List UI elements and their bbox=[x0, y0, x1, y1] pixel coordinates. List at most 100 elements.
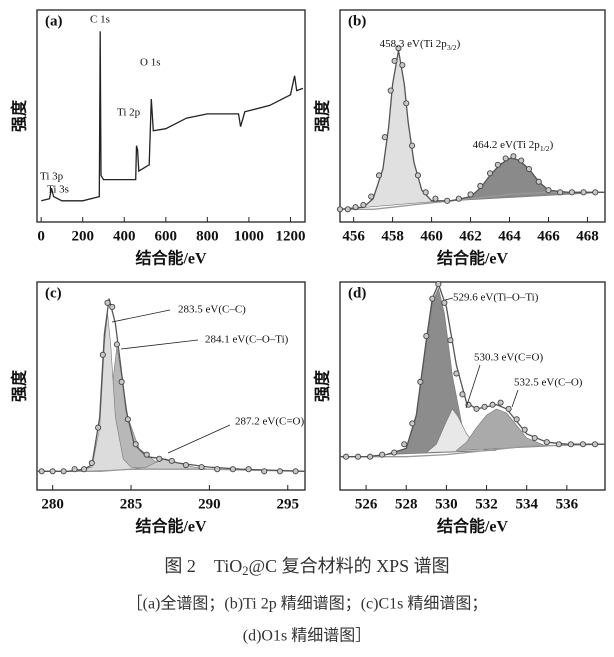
data-point bbox=[568, 189, 575, 196]
x-tick-label: 532 bbox=[475, 496, 498, 512]
x-tick-label: 400 bbox=[113, 228, 136, 244]
x-tick-label: 280 bbox=[41, 496, 64, 512]
data-point bbox=[545, 187, 552, 194]
data-point bbox=[477, 182, 484, 190]
data-point bbox=[497, 399, 504, 406]
data-point bbox=[80, 466, 88, 473]
data-point bbox=[71, 466, 78, 473]
component-area bbox=[76, 313, 147, 472]
spectrum-line bbox=[37, 298, 306, 472]
caption-line: ［(a)全谱图；(b)Ti 2p 精细谱图；(c)C1s 精细谱图； bbox=[127, 595, 488, 613]
data-point bbox=[414, 172, 421, 179]
data-point bbox=[391, 57, 398, 64]
data-point bbox=[580, 189, 587, 196]
data-point bbox=[381, 134, 388, 141]
data-point bbox=[510, 153, 517, 160]
spectrum-line bbox=[41, 31, 304, 202]
annotation-arrow bbox=[511, 389, 519, 408]
data-point bbox=[423, 333, 430, 340]
data-point bbox=[375, 172, 383, 179]
x-tick-label: 458 bbox=[381, 228, 404, 244]
data-point bbox=[557, 189, 564, 196]
data-point bbox=[481, 403, 488, 410]
data-point bbox=[109, 303, 116, 311]
x-tick-label: 536 bbox=[556, 496, 579, 512]
data-point bbox=[118, 378, 125, 385]
data-point bbox=[60, 468, 67, 475]
data-point bbox=[395, 45, 402, 52]
data-point bbox=[88, 459, 95, 467]
data-point bbox=[494, 161, 501, 168]
data-point bbox=[367, 453, 374, 460]
plot-frame bbox=[339, 281, 606, 491]
x-tick-label: 534 bbox=[515, 496, 538, 512]
x-tick-label: 460 bbox=[420, 228, 443, 244]
data-point bbox=[198, 464, 205, 471]
subscript: 2 bbox=[242, 564, 248, 578]
data-point bbox=[387, 87, 394, 94]
subscript: 3/2 bbox=[447, 43, 457, 52]
text-part: ) bbox=[457, 38, 461, 50]
data-point bbox=[489, 401, 496, 408]
data-point bbox=[355, 453, 362, 460]
y-axis-label: 强度 bbox=[313, 99, 332, 132]
annotation: 283.5 eV(C–C) bbox=[178, 304, 246, 316]
data-point bbox=[447, 337, 454, 344]
x-tick-label: 464 bbox=[498, 228, 521, 244]
y-axis-label: 强度 bbox=[10, 99, 29, 132]
subscript: 1/2 bbox=[540, 144, 550, 153]
x-tick-label: 530 bbox=[435, 496, 458, 512]
data-point bbox=[113, 341, 120, 348]
data-point bbox=[104, 299, 111, 306]
x-tick-label: 800 bbox=[196, 228, 219, 244]
data-point bbox=[95, 424, 102, 431]
data-point bbox=[505, 405, 512, 412]
annotation: 529.6 eV(Ti–O–Ti) bbox=[453, 292, 539, 304]
annotation: 458.3 eV(Ti 2p3/2) bbox=[380, 38, 461, 52]
data-point bbox=[409, 420, 416, 427]
data-point bbox=[535, 178, 542, 185]
annotation-arrow bbox=[120, 339, 199, 350]
annotation: 532.5 eV(C–O) bbox=[514, 377, 583, 389]
data-point bbox=[444, 197, 451, 204]
data-point bbox=[336, 206, 344, 213]
spectrum-line bbox=[340, 282, 605, 458]
data-point bbox=[567, 441, 574, 448]
data-point bbox=[453, 370, 460, 377]
data-point bbox=[422, 189, 429, 196]
annotation: Ti 3s bbox=[47, 184, 69, 196]
data-point bbox=[521, 426, 528, 433]
data-point bbox=[403, 100, 410, 107]
data-point bbox=[432, 195, 439, 202]
y-axis-label: 强度 bbox=[313, 369, 332, 402]
data-point bbox=[132, 441, 139, 448]
x-tick-label: 1000 bbox=[234, 228, 264, 244]
data-point bbox=[435, 281, 442, 288]
data-point bbox=[168, 457, 175, 464]
x-axis-label: 结合能/eV bbox=[134, 517, 207, 536]
x-tick-label: 462 bbox=[459, 228, 482, 244]
x-tick-label: 200 bbox=[71, 228, 94, 244]
data-point bbox=[124, 416, 131, 423]
data-point bbox=[518, 157, 525, 164]
annotation-arrow bbox=[465, 364, 481, 409]
text-part: 464.2 eV(Ti 2p bbox=[473, 139, 541, 151]
data-point bbox=[543, 439, 550, 446]
data-point bbox=[531, 434, 538, 442]
x-tick-label: 466 bbox=[537, 228, 560, 244]
spectrum-line bbox=[340, 443, 606, 458]
data-point bbox=[486, 170, 494, 177]
spectrum-line bbox=[37, 468, 306, 472]
data-point bbox=[182, 461, 189, 469]
data-point bbox=[513, 416, 520, 423]
data-point bbox=[344, 206, 351, 213]
annotation: C 1s bbox=[90, 14, 110, 26]
x-tick-label: 0 bbox=[37, 228, 45, 244]
annotation: 284.1 eV(C–O–Ti) bbox=[205, 334, 289, 346]
data-point bbox=[555, 441, 562, 448]
data-point bbox=[592, 189, 599, 196]
plot-frame bbox=[36, 9, 306, 223]
panel-label: (c) bbox=[45, 285, 62, 301]
data-point bbox=[429, 295, 436, 302]
